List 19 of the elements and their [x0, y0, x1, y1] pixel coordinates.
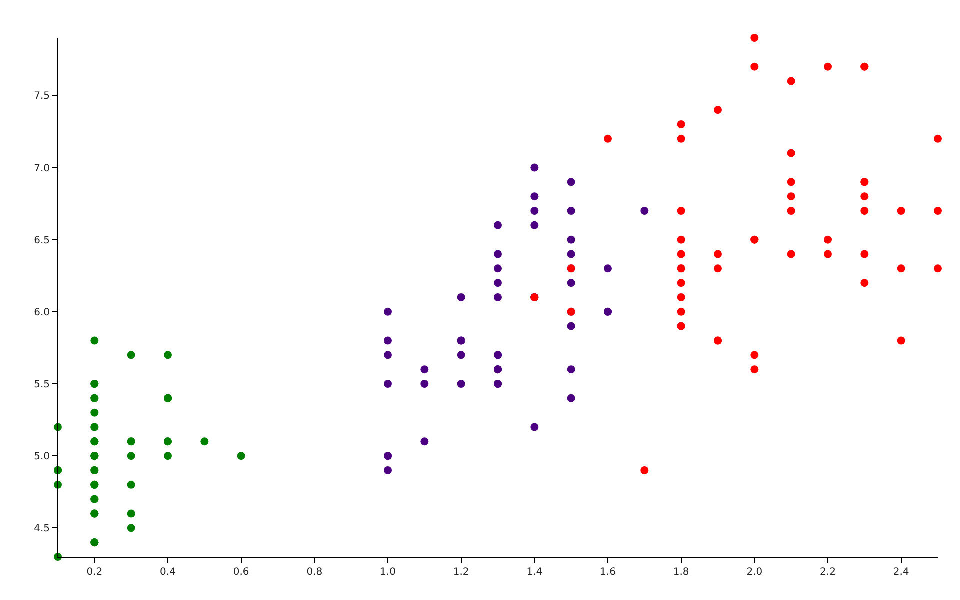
x-tick-label: 1.0 [380, 567, 396, 578]
y-tick-label: 6.5 [34, 235, 50, 246]
x-tick-label: 1.6 [600, 567, 616, 578]
y-tick-label: 7.0 [34, 163, 50, 174]
x-tick-label: 0.2 [86, 567, 103, 578]
x-tick-label: 2.0 [746, 567, 763, 578]
x-tick-label: 1.2 [453, 567, 470, 578]
y-tick-label: 7.5 [34, 91, 50, 102]
x-tick-label: 2.4 [893, 567, 910, 578]
y-tick-label: 5.5 [34, 380, 50, 390]
y-tick-label: 4.5 [34, 524, 50, 535]
y-tick-label: 6.0 [34, 307, 50, 318]
x-tick-label: 1.4 [526, 567, 543, 578]
x-tick-label: 1.8 [673, 567, 690, 578]
x-tick-label: 2.2 [820, 567, 836, 578]
x-tick-label: 0.8 [306, 567, 323, 578]
y-tick-label: 5.0 [34, 452, 50, 463]
x-tick-label: 0.6 [233, 567, 250, 578]
x-tick-label: 0.4 [160, 567, 176, 578]
